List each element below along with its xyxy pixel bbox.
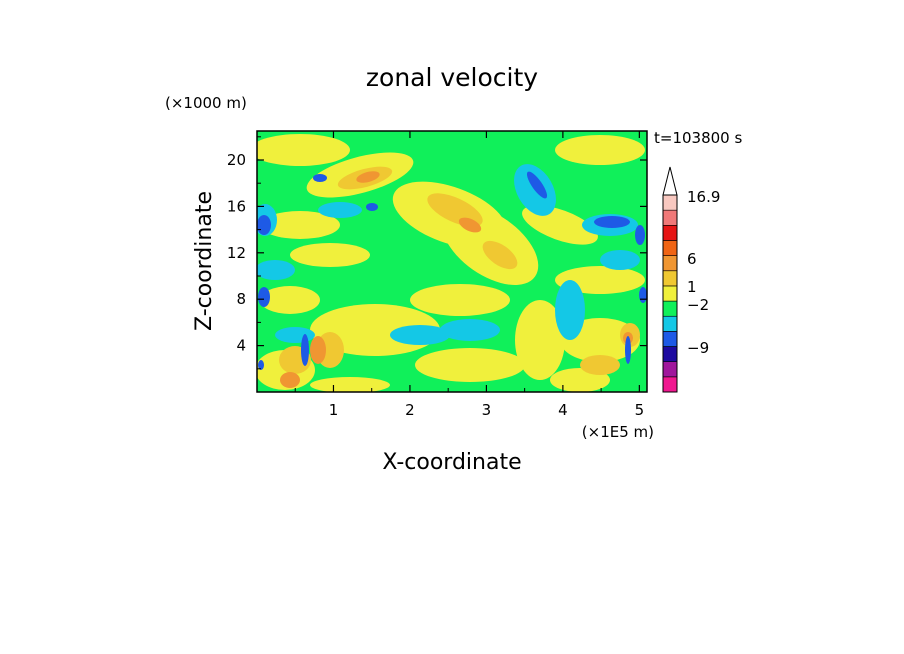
colorbar-label-0: 16.9 — [687, 188, 720, 206]
colorbar-swatch-9 — [662, 240, 678, 256]
colorbar-swatch-12 — [662, 194, 678, 211]
colorbar-swatch-1 — [662, 361, 678, 378]
colorbar-swatch-6 — [662, 285, 678, 302]
x-tick-label-2: 3 — [482, 401, 492, 419]
y-tick-label-2: 12 — [227, 244, 246, 262]
chart-title: zonal velocity — [366, 63, 538, 92]
plot-frame — [256, 130, 648, 393]
x-axis: 1 2 3 4 5 — [294, 131, 645, 419]
y-tick-label-4: 20 — [227, 151, 246, 169]
y-axis-label: Z-coordinate — [192, 191, 217, 331]
x-tick-label-4: 5 — [635, 401, 645, 419]
colorbar-swatch-7 — [662, 270, 678, 287]
colorbar-label-4: −9 — [687, 339, 709, 357]
colorbar-swatch-11 — [662, 209, 678, 226]
colorbar-frame — [662, 194, 678, 393]
y-tick-label-1: 8 — [236, 290, 246, 308]
colorbar-label-3: −2 — [687, 296, 709, 314]
x-tick-label-1: 2 — [405, 401, 415, 419]
colorbar-label-1: 6 — [687, 250, 697, 268]
colorbar-swatch-0 — [662, 376, 678, 393]
y-unit-label: (×1000 m) — [165, 94, 247, 112]
colorbar-swatch-4 — [662, 315, 678, 332]
x-unit-label: (×1E5 m) — [582, 423, 654, 441]
y-axis: 4 8 12 16 20 — [227, 136, 647, 370]
colorbar-swatch-5 — [662, 300, 678, 317]
time-label: t=103800 s — [654, 129, 742, 147]
colorbar-label-2: 1 — [687, 278, 697, 296]
colorbar-swatch-10 — [662, 225, 678, 241]
colorbar-extend-arrow — [662, 166, 678, 196]
x-tick-label-0: 1 — [329, 401, 339, 419]
x-tick-label-3: 4 — [558, 401, 568, 419]
colorbar-swatch-2 — [662, 346, 678, 362]
colorbar-swatch-3 — [662, 331, 678, 347]
contour-field — [257, 131, 647, 392]
y-tick-label-0: 4 — [236, 337, 246, 355]
colorbar: 16.9 6 1−2 −9 — [662, 166, 720, 393]
colorbar-swatch-8 — [662, 255, 678, 272]
x-axis-label: X-coordinate — [382, 450, 521, 475]
y-tick-label-3: 16 — [227, 197, 246, 215]
